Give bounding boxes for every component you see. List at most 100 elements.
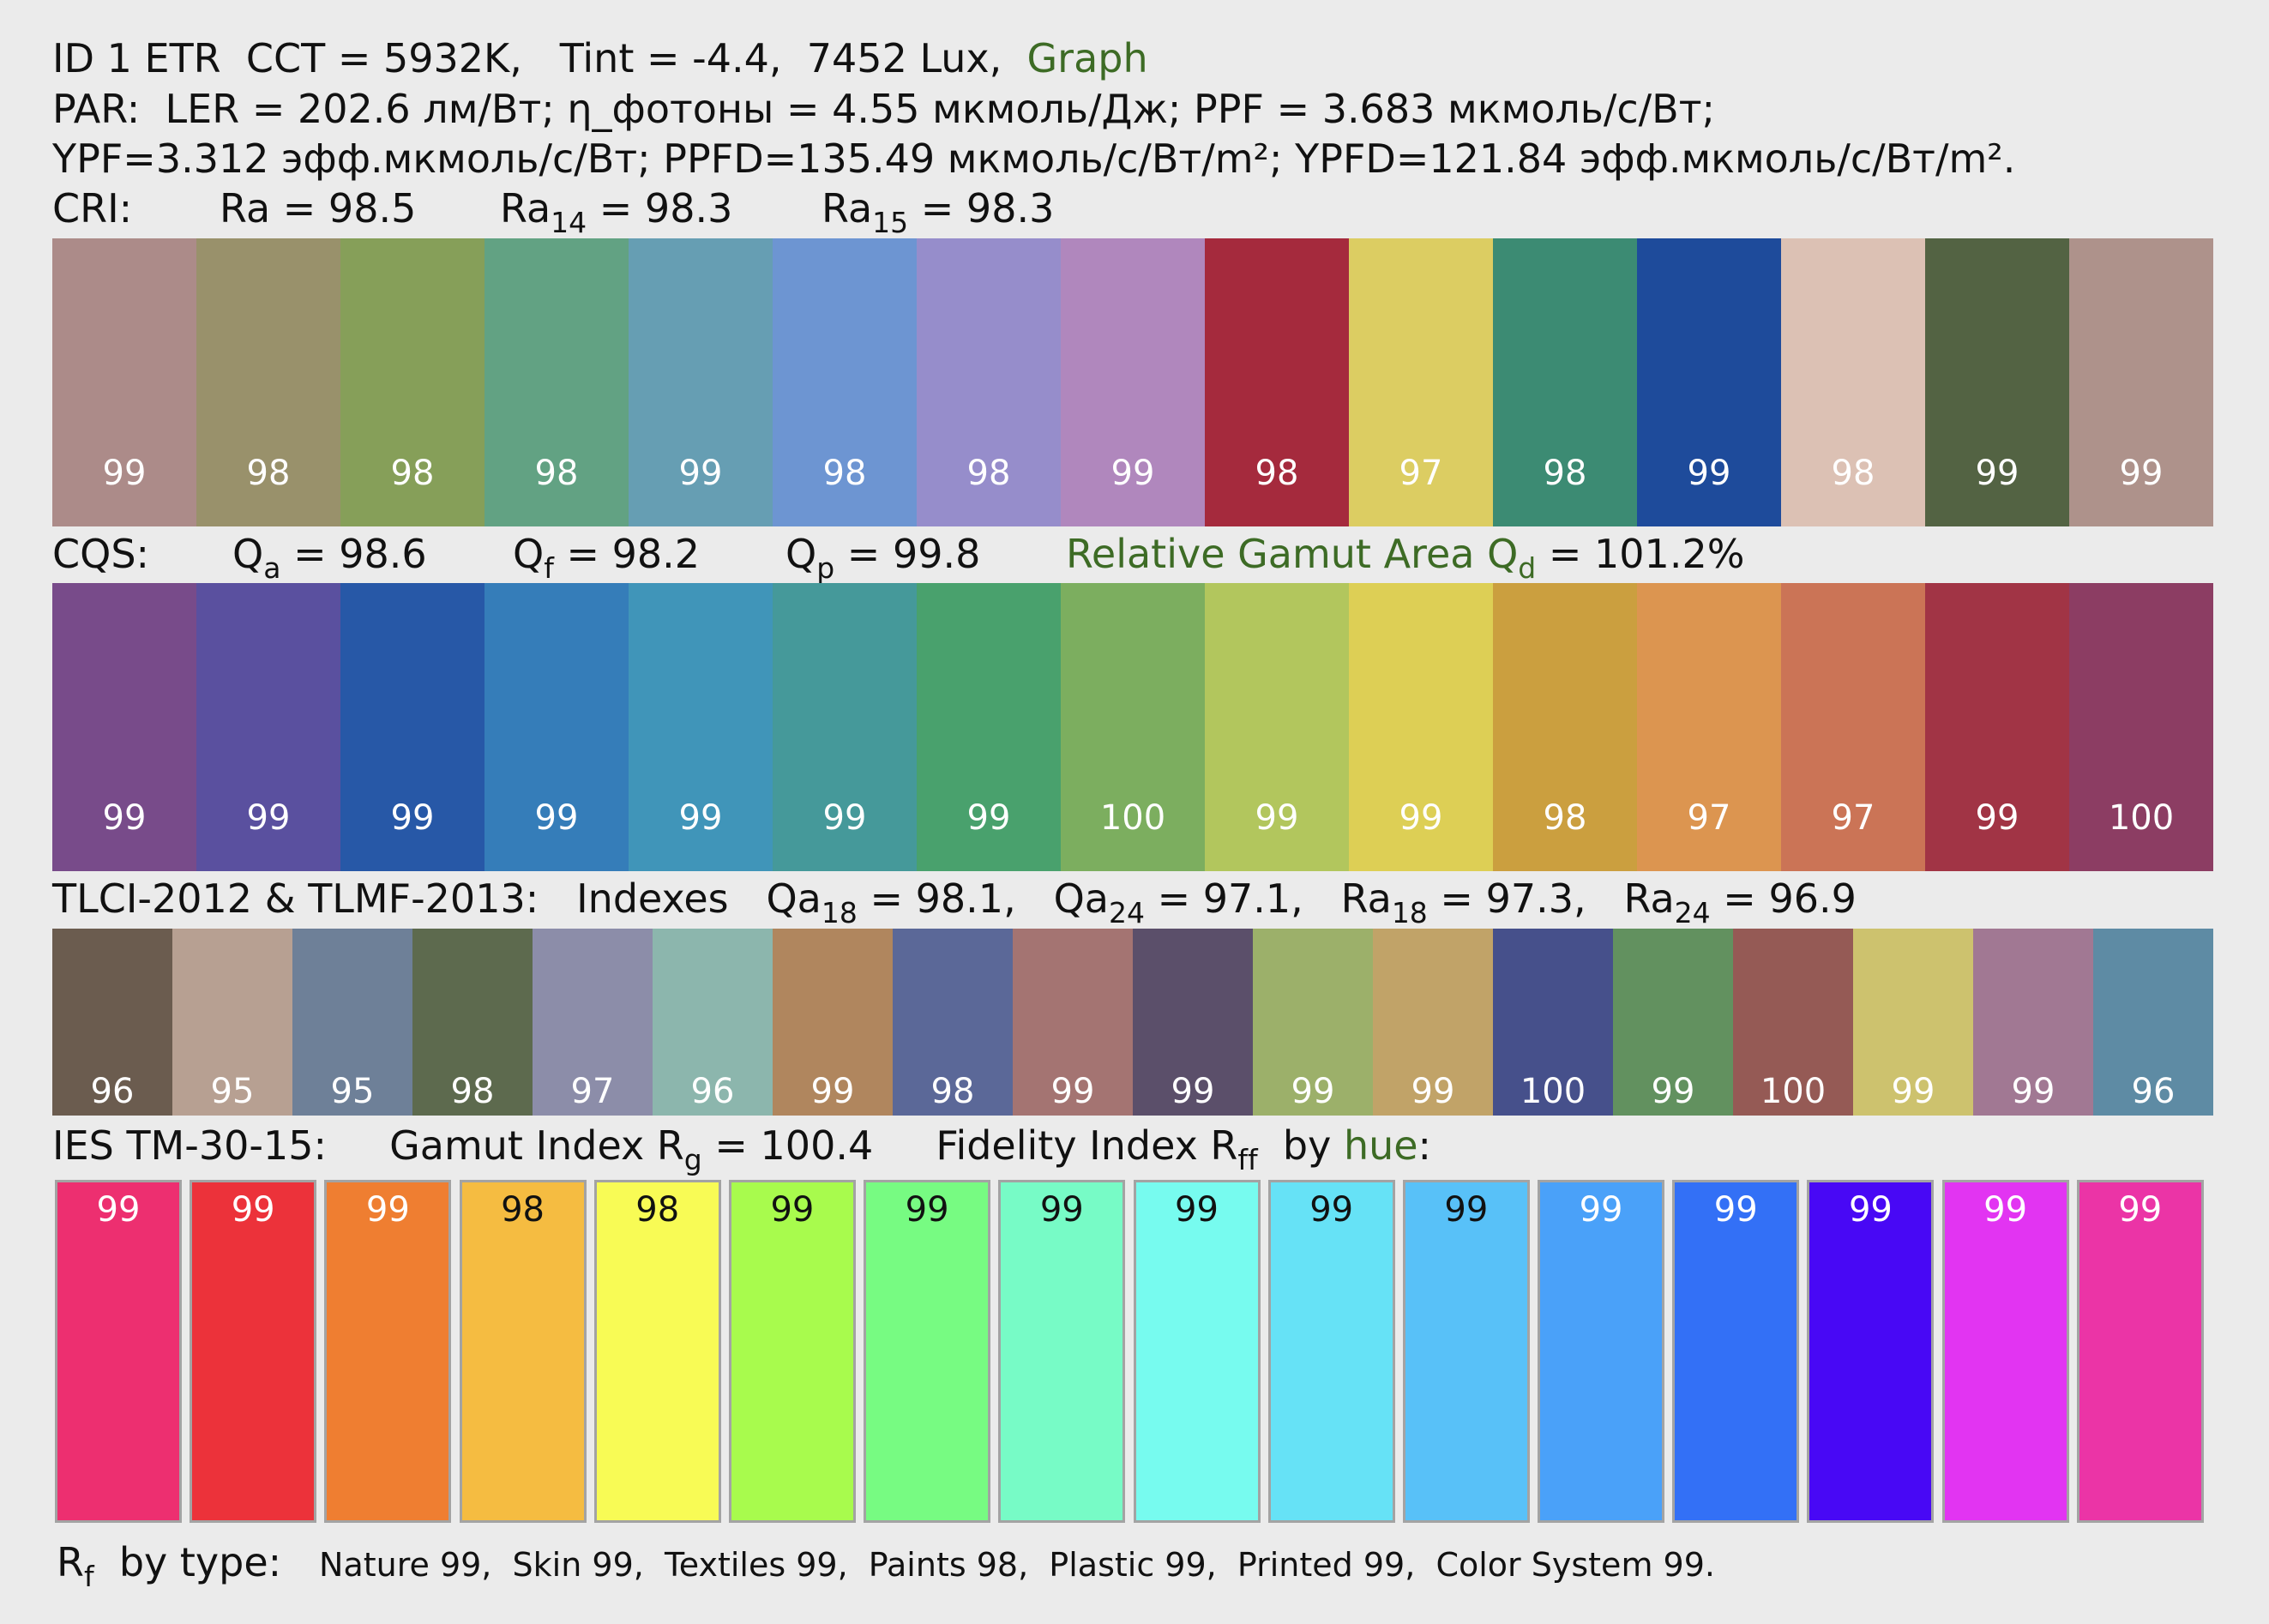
cri-swatch: 98 <box>340 238 484 526</box>
tm30-hue-swatch-value: 99 <box>1983 1190 2028 1230</box>
cri-swatch: 98 <box>917 238 1061 526</box>
cri-swatch-value: 99 <box>1687 454 1731 493</box>
cri-swatch-value: 98 <box>390 454 435 493</box>
cqs-swatch: 99 <box>629 583 773 871</box>
tlci-swatch: 95 <box>292 929 412 1116</box>
tm30-hue-swatch-value: 99 <box>96 1190 141 1230</box>
tlci-swatch-value: 99 <box>1171 1072 1215 1111</box>
tm30-hue-strip: 99 99 99 98 98 99 99 99 99 99 99 99 99 99 99 99 <box>55 1180 2212 1530</box>
header-line-1: ID 1 ETR CCT = 5932K, Tint = -4.4, 7452 … <box>52 35 1148 81</box>
gamut-link[interactable]: Relative Gamut Area Qd <box>1066 531 1537 585</box>
cqs-swatch-value: 99 <box>246 798 291 838</box>
tlci-swatch: 96 <box>653 929 773 1116</box>
cri-swatch-strip: 99 98 98 98 99 98 98 99 98 97 98 99 98 99 99 <box>52 238 2213 526</box>
tm30-hue-swatch: 99 <box>1402 1180 1530 1523</box>
cri-swatch: 99 <box>52 238 196 526</box>
hue-link[interactable]: hue <box>1343 1122 1418 1169</box>
tlci-swatch: 98 <box>412 929 533 1116</box>
tlci-swatch-strip: 96 95 95 98 97 96 99 98 99 99 99 99 100 99 100 99 99 96 <box>52 929 2213 1116</box>
tm30-hue-swatch: 99 <box>1133 1180 1261 1523</box>
tlci-swatch-value: 99 <box>1891 1072 1935 1111</box>
tlci-swatch-value: 95 <box>210 1072 255 1111</box>
cri-swatch: 98 <box>773 238 917 526</box>
cqs-swatch-value: 99 <box>678 798 723 838</box>
tlci-swatch-value: 96 <box>2131 1072 2176 1111</box>
tlci-swatch-value: 99 <box>2011 1072 2055 1111</box>
cqs-swatch-value: 99 <box>966 798 1011 838</box>
tm30-header: IES TM-30-15: Gamut Index Rg = 100.4 Fid… <box>52 1122 1432 1176</box>
cri-swatch: 99 <box>2069 238 2213 526</box>
par-line-2: YPF=3.312 эфф.мкмоль/с/Вт; PPFD=135.49 м… <box>52 135 2016 182</box>
tm30-hue-swatch: 99 <box>1672 1180 1800 1523</box>
tlci-swatch-value: 96 <box>90 1072 135 1111</box>
tlci-swatch-value: 97 <box>570 1072 615 1111</box>
tm30-hue-swatch-value: 99 <box>1309 1190 1354 1230</box>
cqs-swatch-value: 99 <box>822 798 867 838</box>
cqs-swatch: 99 <box>917 583 1061 871</box>
cri-swatch: 98 <box>1493 238 1637 526</box>
tlci-swatch-value: 99 <box>1651 1072 1695 1111</box>
cqs-swatch: 97 <box>1781 583 1925 871</box>
tlci-swatch: 100 <box>1733 929 1853 1116</box>
cri-header: CRI: Ra = 98.5 Ra14 = 98.3 Ra15 = 98.3 <box>52 185 1055 239</box>
graph-link[interactable]: Graph <box>1026 35 1148 81</box>
cri-swatch-value: 99 <box>678 454 723 493</box>
tlci-swatch: 100 <box>1493 929 1613 1116</box>
tlci-swatch: 99 <box>1973 929 2093 1116</box>
tm30-hue-swatch: 99 <box>1538 1180 1665 1523</box>
cri-swatch-value: 98 <box>1543 454 1587 493</box>
cri-swatch: 98 <box>1205 238 1349 526</box>
tlci-swatch-value: 99 <box>1050 1072 1095 1111</box>
cqs-swatch-value: 100 <box>2108 798 2175 838</box>
cqs-swatch: 99 <box>340 583 484 871</box>
cri-swatch: 99 <box>629 238 773 526</box>
tm30-hue-swatch-value: 99 <box>770 1190 815 1230</box>
cri-swatch-value: 98 <box>966 454 1011 493</box>
tlci-swatch: 99 <box>1133 929 1253 1116</box>
cri-swatch-value: 99 <box>1110 454 1155 493</box>
tm30-hue-swatch-value: 99 <box>2118 1190 2163 1230</box>
tlci-swatch-value: 98 <box>450 1072 495 1111</box>
cqs-swatch: 99 <box>1349 583 1493 871</box>
tm30-hue-swatch: 98 <box>593 1180 721 1523</box>
tm30-hue-swatch-value: 99 <box>365 1190 410 1230</box>
cqs-swatch: 99 <box>1205 583 1349 871</box>
cri-swatch: 99 <box>1637 238 1781 526</box>
cri-swatch-value: 97 <box>1399 454 1443 493</box>
cri-ra: Ra = 98.5 <box>220 185 417 232</box>
cqs-swatch-value: 99 <box>390 798 435 838</box>
cri-swatch: 97 <box>1349 238 1493 526</box>
cqs-swatch: 99 <box>196 583 340 871</box>
cqs-swatch: 99 <box>773 583 917 871</box>
cqs-swatch-value: 98 <box>1543 798 1587 838</box>
cqs-swatch-strip: 99 99 99 99 99 99 99 100 99 99 98 97 97 99 100 <box>52 583 2213 871</box>
tm30-hue-swatch: 99 <box>1941 1180 2069 1523</box>
tlci-swatch: 99 <box>1253 929 1373 1116</box>
cri-swatch: 98 <box>1781 238 1925 526</box>
cqs-swatch-value: 99 <box>534 798 579 838</box>
rf-by-type-values: Nature 99, Skin 99, Textiles 99, Paints … <box>319 1546 1715 1584</box>
tm30-hue-swatch: 99 <box>324 1180 452 1523</box>
cri-swatch-value: 98 <box>1255 454 1299 493</box>
tlci-swatch-value: 96 <box>690 1072 735 1111</box>
tm30-hue-swatch: 98 <box>459 1180 587 1523</box>
cri-swatch-value: 99 <box>1975 454 2019 493</box>
cri-swatch-value: 98 <box>822 454 867 493</box>
tlci-swatch-value: 95 <box>330 1072 375 1111</box>
cqs-gamut: Relative Gamut Area Qd = 101.2% <box>1066 531 1745 585</box>
cri-swatch-value: 98 <box>534 454 579 493</box>
tm30-hue-swatch: 99 <box>864 1180 991 1523</box>
cqs-swatch-value: 97 <box>1831 798 1875 838</box>
tlci-swatch: 99 <box>1013 929 1133 1116</box>
tm30-hue-swatch-value: 99 <box>1848 1190 1893 1230</box>
cri-swatch-value: 99 <box>102 454 147 493</box>
tm30-hue-swatch: 99 <box>1267 1180 1395 1523</box>
tlci-swatch: 95 <box>172 929 292 1116</box>
cri-swatch: 99 <box>1061 238 1205 526</box>
tm30-hue-swatch-value: 99 <box>1444 1190 1489 1230</box>
tm30-hue-swatch: 99 <box>998 1180 1126 1523</box>
cqs-swatch: 100 <box>1061 583 1205 871</box>
tlci-swatch-value: 99 <box>1291 1072 1335 1111</box>
tlci-swatch: 99 <box>1853 929 1973 1116</box>
cqs-swatch: 97 <box>1637 583 1781 871</box>
